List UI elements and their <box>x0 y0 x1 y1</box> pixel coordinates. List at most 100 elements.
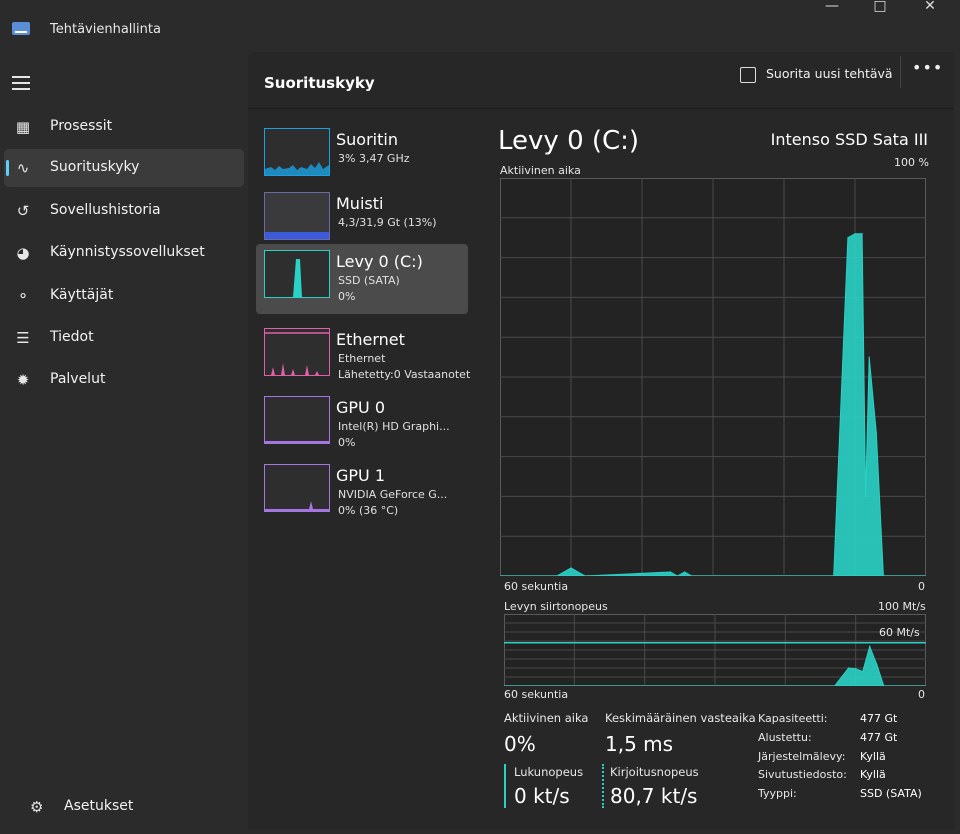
active-time-chart <box>500 178 926 576</box>
data-point <box>875 432 877 434</box>
transfer-chart <box>504 614 926 686</box>
data-point <box>911 575 913 576</box>
disk-model: Intenso SSD Sata III <box>770 130 928 149</box>
perf-item-cpu[interactable]: Suoritin 3% 3,47 GHz <box>256 122 468 192</box>
data-point <box>882 575 884 576</box>
perf-item-detail: 0% (36 °C) <box>338 504 399 517</box>
sidebar-item-performance[interactable]: ∿ Suorituskyky <box>4 149 244 187</box>
perf-item-ethernet[interactable]: Ethernet Ethernet Lähetetty:0 Vastaanote… <box>256 322 471 392</box>
main-header: Suorituskyky Suorita uusi tehtävä ••• <box>248 52 954 109</box>
transfer-timespan-label: 60 sekuntia <box>504 688 569 701</box>
formatted-label: Alustettu: <box>758 731 812 744</box>
write-speed-value: 80,7 kt/s <box>610 784 698 808</box>
sidebar-item-label: Prosessit <box>50 118 113 134</box>
data-point <box>865 495 867 497</box>
system-disk-label: Järjestelmälevy: <box>758 750 846 763</box>
data-point <box>869 645 871 647</box>
header-divider <box>900 56 901 88</box>
perf-item-name: Levy 0 (C:) <box>336 252 423 271</box>
sidebar-item-label: Käynnistyssovellukset <box>50 244 205 260</box>
sidebar-item-startup-apps[interactable]: ◕ Käynnistyssovellukset <box>4 234 244 272</box>
task-manager-icon <box>12 22 30 35</box>
data-point <box>861 233 863 235</box>
read-speed-label: Lukunopeus <box>514 765 584 779</box>
data-point <box>876 663 878 665</box>
data-point <box>570 567 572 569</box>
sidebar: ▦ Prosessit ∿ Suorituskyky ↺ Sovellushis… <box>0 52 248 834</box>
speedometer-icon: ◕ <box>16 244 30 262</box>
active-time-zero-label: 0 <box>918 580 925 593</box>
read-speed-indicator <box>504 764 506 808</box>
sidebar-item-label: Suorituskyky <box>50 159 140 175</box>
data-point <box>862 671 864 673</box>
ethernet-thumbnail-graph <box>264 328 330 376</box>
grid-icon: ▦ <box>15 118 31 136</box>
gpu1-thumbnail-graph <box>264 464 330 512</box>
page-file-label: Sivutustiedosto: <box>758 768 847 781</box>
type-value: SSD (SATA) <box>860 787 922 800</box>
sidebar-item-details[interactable]: ☰ Tiedot <box>4 319 244 357</box>
page-title: Suorituskyky <box>264 74 375 92</box>
maximize-icon[interactable]: □ <box>873 0 887 14</box>
sidebar-item-label: Sovellushistoria <box>50 202 161 218</box>
response-time-label: Keskimääräinen vasteaika <box>605 711 756 725</box>
data-point <box>848 667 850 669</box>
history-icon: ↺ <box>16 202 30 220</box>
hamburger-menu-icon[interactable] <box>12 76 30 90</box>
main-panel: Suorituskyky Suorita uusi tehtävä ••• Su… <box>248 52 954 830</box>
perf-item-detail: SSD (SATA) <box>338 274 400 287</box>
puzzle-icon: ✹ <box>16 371 30 389</box>
transfer-chart-label: Levyn siirtonopeus <box>504 600 608 613</box>
transfer-max-label: 100 Mt/s <box>878 600 926 613</box>
gear-icon: ⚙ <box>30 798 44 816</box>
app-title: Tehtävienhallinta <box>50 22 161 37</box>
perf-item-disk-0[interactable]: Levy 0 (C:) SSD (SATA) 0% <box>256 244 468 314</box>
perf-item-name: Muisti <box>336 194 384 213</box>
cpu-thumbnail-graph <box>264 128 330 176</box>
sidebar-item-users[interactable]: ⚬ Käyttäjät <box>4 277 244 315</box>
data-point <box>833 575 835 576</box>
users-icon: ⚬ <box>16 287 30 305</box>
sidebar-item-label: Tiedot <box>50 329 94 345</box>
run-new-task-label: Suorita uusi tehtävä <box>766 66 893 81</box>
close-icon[interactable]: ✕ <box>924 0 936 14</box>
data-point <box>500 575 501 576</box>
data-point <box>897 685 899 686</box>
minimize-icon[interactable]: — <box>825 0 839 14</box>
active-time-stat-value: 0% <box>504 732 536 756</box>
perf-item-memory[interactable]: Muisti 4,3/31,9 Gt (13%) <box>256 186 468 256</box>
data-point <box>847 237 849 239</box>
response-time-value: 1,5 ms <box>605 732 674 756</box>
data-point <box>684 571 686 573</box>
series-area <box>500 233 926 576</box>
perf-item-detail: 4,3/31,9 Gt (13%) <box>338 216 437 229</box>
data-point <box>883 685 885 686</box>
sidebar-item-label: Palvelut <box>50 371 106 387</box>
sidebar-item-processes[interactable]: ▦ Prosessit <box>4 108 244 146</box>
perf-item-gpu-1[interactable]: GPU 1 NVIDIA GeForce G... 0% (36 °C) <box>256 458 468 528</box>
sidebar-item-services[interactable]: ✹ Palvelut <box>4 361 244 399</box>
formatted-value: 477 Gt <box>860 731 898 744</box>
perf-item-detail: 0% <box>338 290 356 303</box>
performance-icon: ∿ <box>16 159 30 177</box>
sidebar-item-app-history[interactable]: ↺ Sovellushistoria <box>4 192 244 230</box>
perf-item-gpu-0[interactable]: GPU 0 Intel(R) HD Graphi... 0% <box>256 390 468 460</box>
active-time-max-label: 100 % <box>894 156 929 169</box>
perf-item-name: Ethernet <box>336 330 405 349</box>
perf-item-detail: Ethernet <box>338 352 386 365</box>
capacity-label: Kapasiteetti: <box>758 712 828 725</box>
write-speed-indicator <box>602 764 604 808</box>
perf-item-detail: Lähetetty:0 Vastaanotet <box>338 368 471 381</box>
settings-label: Asetukset <box>64 798 134 814</box>
active-time-chart-label: Aktiivinen aika <box>500 164 581 177</box>
active-time-stat-label: Aktiivinen aika <box>504 711 589 725</box>
data-point <box>855 668 857 670</box>
data-point <box>925 575 926 576</box>
capacity-value: 477 Gt <box>860 712 898 725</box>
system-disk-value: Kyllä <box>860 750 886 763</box>
run-task-icon <box>740 67 756 83</box>
more-options-button[interactable]: ••• <box>912 58 944 77</box>
perf-item-detail: Intel(R) HD Graphi... <box>338 420 450 433</box>
perf-item-detail: NVIDIA GeForce G... <box>338 488 448 501</box>
page-file-value: Kyllä <box>860 768 886 781</box>
